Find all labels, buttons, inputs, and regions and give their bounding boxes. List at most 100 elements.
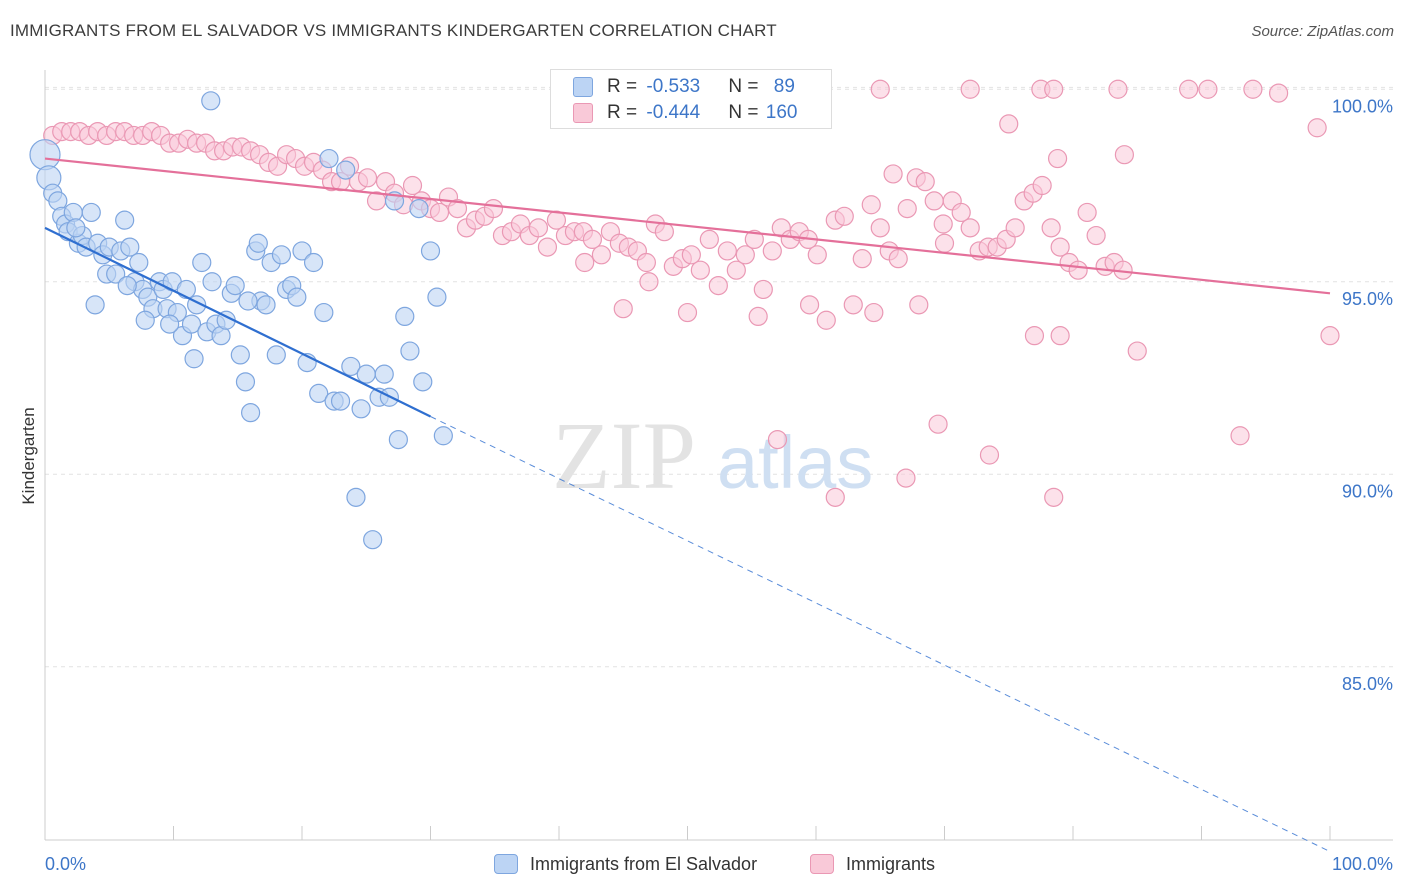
immigrants-point xyxy=(636,252,656,273)
immigrants-point xyxy=(762,241,782,261)
legend-label-el-salvador: Immigrants from El Salvador xyxy=(530,853,758,874)
el-salvador-point xyxy=(192,252,212,273)
el-salvador-point xyxy=(176,279,196,300)
immigrants-point xyxy=(1230,426,1250,446)
el-salvador-point xyxy=(184,349,204,369)
el-salvador-point xyxy=(120,237,140,257)
el-salvador-point xyxy=(351,399,371,419)
immigrants-point xyxy=(357,168,378,188)
immigrants-point xyxy=(960,79,980,99)
immigrants-point xyxy=(816,310,836,330)
immigrants-point xyxy=(402,175,423,196)
immigrants-point xyxy=(1108,79,1128,99)
immigrants-point xyxy=(1044,79,1064,99)
el-salvador-point xyxy=(85,295,105,315)
immigrants-point xyxy=(677,302,698,323)
series-el-salvador-points xyxy=(29,91,453,550)
immigrants-point xyxy=(708,276,728,296)
immigrants-point xyxy=(639,272,659,292)
immigrants-point xyxy=(909,295,929,315)
immigrants-point xyxy=(1179,79,1199,99)
stats-legend: R = -0.533 N = 89 R = -0.444 N = 160 xyxy=(550,69,832,129)
el-salvador-point xyxy=(129,252,149,273)
el-salvador-point xyxy=(201,91,221,111)
y-tick-label: 95.0% xyxy=(1342,289,1393,309)
el-salvador-point xyxy=(303,252,324,273)
immigrants-point xyxy=(767,430,788,450)
y-tick-label: 85.0% xyxy=(1342,674,1393,694)
immigrants-point xyxy=(1050,237,1070,257)
immigrants-point xyxy=(582,229,603,249)
legend-row-el-salvador: R = -0.533 N = 89 xyxy=(573,75,795,99)
immigrants-point xyxy=(681,245,701,265)
immigrants-point xyxy=(591,245,612,265)
trend-lines xyxy=(44,157,1331,853)
el-salvador-point xyxy=(336,160,356,180)
immigrants-point xyxy=(924,191,944,211)
el-salvador-point xyxy=(117,276,137,296)
immigrants-point xyxy=(748,306,768,326)
immigrants-point xyxy=(699,229,719,249)
immigrants-point xyxy=(753,279,773,300)
el-salvador-point xyxy=(363,530,383,550)
immigrants-point xyxy=(1086,225,1106,246)
el-salvador-trend-extension xyxy=(430,416,1331,853)
immigrants-point xyxy=(933,214,953,234)
immigrants-point xyxy=(1077,202,1097,223)
el-salvador-point xyxy=(238,291,258,311)
legend-r-label: R = xyxy=(607,102,643,123)
el-salvador-point xyxy=(235,372,256,392)
immigrants-point xyxy=(537,237,558,257)
el-salvador-point xyxy=(225,276,245,296)
el-salvador-point xyxy=(413,372,433,392)
immigrants-point xyxy=(999,114,1019,134)
legend-label-immigrants: Immigrants xyxy=(846,853,936,874)
immigrants-point xyxy=(575,252,595,273)
el-salvador-point xyxy=(241,403,261,423)
el-salvador-point xyxy=(346,487,366,507)
immigrants-point xyxy=(888,249,908,269)
el-salvador-point xyxy=(427,287,447,307)
immigrants-point xyxy=(1268,83,1289,103)
immigrants-point xyxy=(883,164,903,184)
el-salvador-point xyxy=(400,341,420,361)
el-salvador-point xyxy=(29,139,61,171)
y-tick-label: 100.0% xyxy=(1332,96,1393,116)
tick-labels: 100.0% 95.0% 90.0% 85.0% 0.0% 100.0% xyxy=(45,96,1393,874)
el-salvador-point xyxy=(266,345,286,365)
immigrants-point xyxy=(915,172,935,192)
el-salvador-point xyxy=(135,310,155,330)
y-tick-label: 90.0% xyxy=(1342,481,1393,501)
el-salvador-point xyxy=(81,202,101,223)
immigrants-point xyxy=(1050,326,1070,346)
immigrants-point xyxy=(864,302,884,323)
immigrants-point xyxy=(429,202,450,223)
el-salvador-point xyxy=(292,241,312,261)
x-tick-label: 100.0% xyxy=(1332,854,1393,874)
el-salvador-point xyxy=(388,430,408,450)
immigrants-point xyxy=(447,199,468,219)
legend-swatch-blue xyxy=(573,77,593,97)
immigrants-point xyxy=(735,245,755,265)
el-salvador-point xyxy=(287,287,307,307)
immigrants-point xyxy=(1127,341,1147,361)
immigrants-point xyxy=(1032,175,1052,196)
el-salvador-point xyxy=(230,345,250,365)
el-salvador-point xyxy=(433,426,453,446)
immigrants-point xyxy=(528,218,549,238)
watermark-zip: ZIP xyxy=(552,402,696,509)
immigrants-point xyxy=(1198,79,1218,99)
immigrants-point xyxy=(1041,218,1061,238)
legend-n-value: 89 xyxy=(773,76,795,97)
x-tick-label: 0.0% xyxy=(45,854,86,874)
immigrants-point xyxy=(861,195,881,215)
el-salvador-point xyxy=(374,364,394,384)
legend-n-label: N = xyxy=(728,102,764,123)
immigrants-point xyxy=(825,487,845,507)
immigrants-point xyxy=(843,295,863,315)
el-salvador-point xyxy=(420,241,441,261)
legend-swatch-pink xyxy=(573,103,593,123)
immigrants-point xyxy=(870,218,890,238)
immigrants-point xyxy=(717,241,737,261)
el-salvador-point xyxy=(66,218,86,238)
